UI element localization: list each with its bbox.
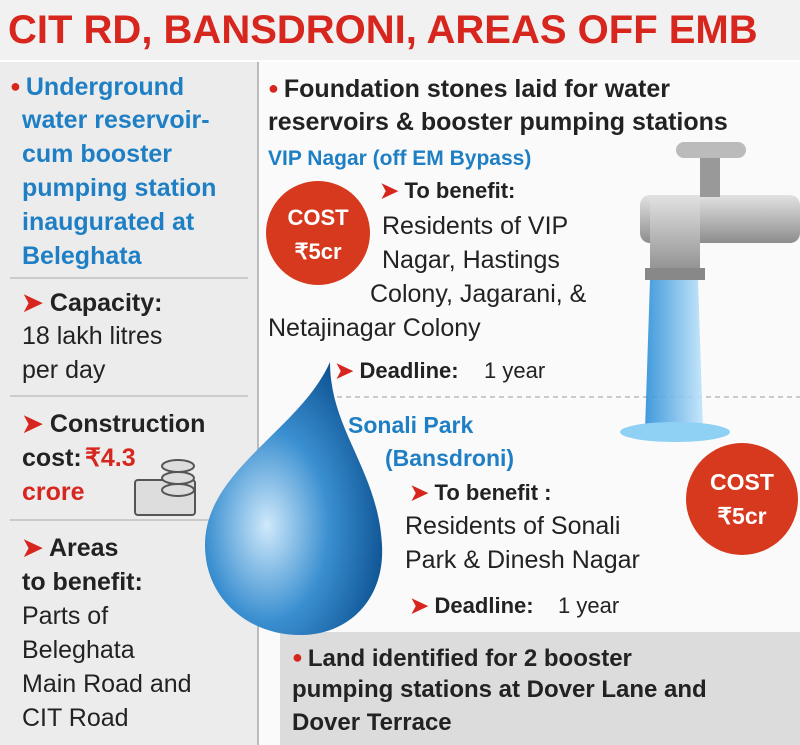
headline: Underground	[10, 70, 184, 103]
footer: pumping stations at Dover Lane and	[292, 676, 707, 703]
label: To benefit :	[410, 477, 552, 509]
headline: water reservoir-	[22, 106, 210, 134]
text: Nagar, Hastings	[382, 246, 560, 274]
text: Parts of	[22, 602, 109, 630]
cost-badge	[686, 443, 798, 555]
label: cost:	[22, 444, 82, 472]
headline: reservoirs & booster pumping stations	[268, 108, 728, 136]
label: Deadline:	[335, 355, 459, 387]
footer: Land identified for 2 booster	[292, 641, 632, 675]
value: ₹4.3	[85, 444, 136, 472]
label: Deadline:	[410, 590, 534, 622]
text: Park & Dinesh Nagar	[405, 546, 640, 574]
site-name: (Bansdroni)	[385, 445, 515, 471]
cost: ₹5cr	[717, 503, 767, 529]
value: crore	[22, 478, 85, 506]
site-name: VIP Nagar (off EM Bypass)	[268, 147, 532, 170]
cost-label: COST	[287, 205, 349, 230]
headline: pumping station	[22, 174, 217, 202]
cost: ₹5cr	[294, 239, 342, 264]
text: 1 year	[558, 593, 620, 618]
text: per day	[22, 356, 106, 384]
text: Main Road and	[22, 670, 192, 698]
text: CIT Road	[22, 704, 129, 732]
label: Construction	[22, 408, 206, 440]
text: Beleghata	[22, 636, 135, 664]
text: Netajinagar Colony	[268, 314, 481, 342]
cost-label: COST	[710, 469, 774, 495]
label: to benefit:	[22, 568, 143, 596]
title: CIT RD, BANSDRONI, AREAS OFF EMB	[8, 8, 758, 52]
headline: Beleghata	[22, 242, 142, 270]
headline: inaugurated at	[22, 208, 195, 236]
text: Residents of VIP	[382, 212, 569, 240]
site-name: Sonali Park	[348, 412, 474, 438]
water-drop	[205, 362, 383, 635]
headline: Foundation stones laid for water	[268, 72, 670, 105]
text: Colony, Jagarani, &	[370, 280, 587, 308]
footer: Dover Terrace	[292, 709, 452, 736]
label: Capacity:	[22, 287, 163, 319]
text: 18 lakh litres	[22, 322, 163, 350]
cost-badge	[266, 181, 370, 285]
tap-icon	[620, 142, 800, 442]
label: Areas	[22, 532, 119, 564]
coins-icon	[134, 459, 196, 516]
text: Residents of Sonali	[405, 512, 621, 540]
text: 1 year	[484, 358, 546, 383]
label: To benefit:	[380, 175, 516, 207]
headline: cum booster	[22, 140, 173, 168]
